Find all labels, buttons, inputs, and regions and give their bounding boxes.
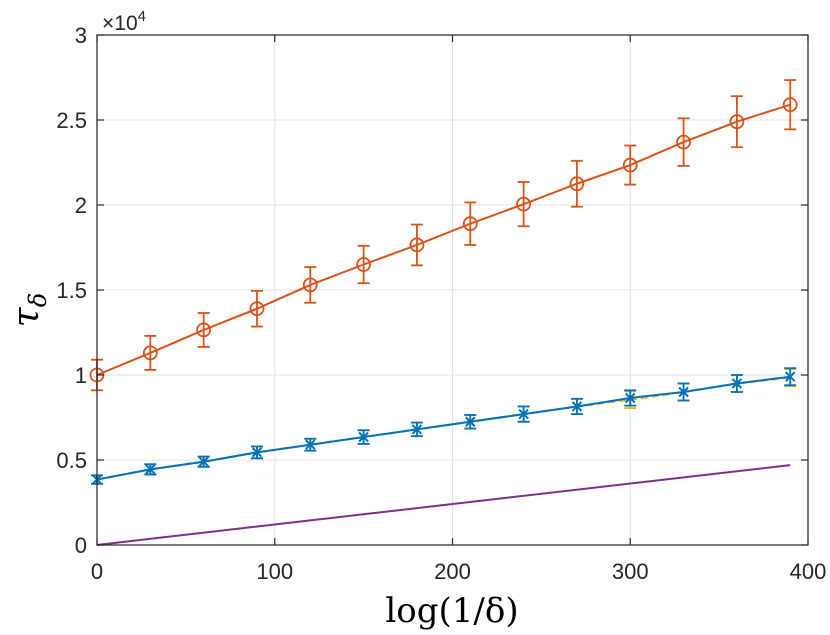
series-blue-x [91, 367, 797, 485]
x-tick-label: 400 [790, 559, 827, 584]
y-tick-label: 0.5 [56, 448, 87, 473]
marker-stroke [358, 431, 369, 443]
y-tick-label: 2 [75, 193, 87, 218]
marker-stroke [465, 416, 476, 427]
marker-stroke [625, 392, 636, 404]
y-tick-label: 1 [75, 363, 87, 388]
data-point [411, 424, 423, 435]
x-axis-title: log(1/δ) [385, 591, 518, 631]
y-tick-label: 0 [75, 533, 87, 558]
x-tick-label: 100 [256, 559, 293, 584]
series-purple-line [96, 464, 791, 546]
data-point [356, 257, 372, 272]
data-point [305, 439, 316, 450]
series-orange-circle [89, 79, 798, 392]
marker-stroke [518, 408, 529, 420]
data-point [462, 216, 478, 232]
data-point [518, 408, 529, 420]
x-tick-label: 200 [434, 559, 471, 584]
y-exponent-label: ×104 [102, 8, 146, 35]
data-point [729, 114, 745, 130]
marker-stroke [411, 424, 423, 435]
data-point [731, 378, 743, 389]
data-point [145, 464, 156, 475]
data-point [516, 196, 531, 212]
data-point [196, 322, 212, 338]
series-layer [89, 79, 798, 546]
data-point [142, 345, 158, 361]
data-point [569, 176, 585, 192]
data-point [358, 431, 369, 443]
marker-stroke [198, 456, 209, 467]
data-point [409, 237, 425, 253]
grid [97, 35, 808, 545]
data-point [782, 97, 798, 113]
data-point [465, 416, 476, 427]
y-axis-title: τδ [6, 293, 52, 327]
series-line [96, 464, 791, 546]
data-point [622, 157, 638, 173]
marker-stroke [571, 401, 583, 412]
data-point [198, 456, 209, 467]
data-point [249, 301, 265, 317]
data-point [785, 371, 796, 382]
marker-stroke [785, 371, 796, 382]
axes [96, 34, 809, 546]
marker-stroke [678, 386, 689, 398]
data-point [678, 386, 689, 398]
x-tick-label: 0 [91, 559, 103, 584]
marker-stroke [251, 447, 263, 458]
data-point [676, 134, 691, 150]
data-point [625, 392, 636, 404]
marker-stroke [145, 464, 156, 475]
series-line [96, 103, 791, 376]
marker-stroke [731, 378, 743, 389]
series-line [96, 375, 791, 481]
marker-stroke [305, 439, 316, 450]
x-tick-label: 300 [612, 559, 649, 584]
y-tick-label: 1.5 [56, 278, 87, 303]
y-tick-label: 3 [75, 23, 87, 48]
svg-text:τδ: τδ [6, 293, 52, 327]
y-tick-label: 2.5 [56, 108, 87, 133]
tick-labels: 0 100 200 300 400 0 0.5 1 1.5 2 2.5 3 [56, 23, 826, 584]
data-point [251, 447, 263, 458]
data-point [571, 401, 583, 412]
data-point [302, 277, 318, 293]
